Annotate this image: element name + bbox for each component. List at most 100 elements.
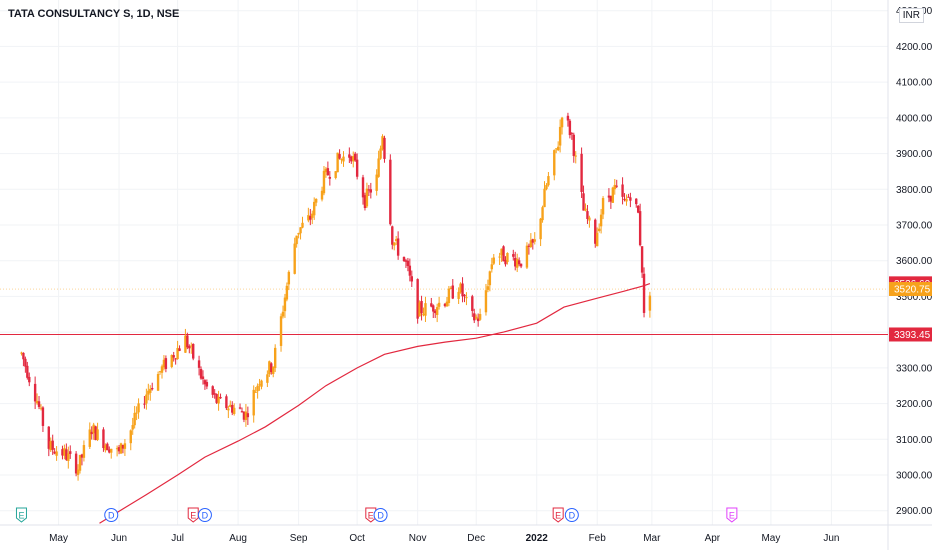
candle-body xyxy=(408,265,412,276)
candle-body xyxy=(190,345,193,347)
candle-body xyxy=(147,390,150,395)
candle-body xyxy=(625,198,628,202)
candle-body xyxy=(638,211,642,246)
candle-body xyxy=(627,196,630,198)
candle-body xyxy=(78,454,82,471)
candle-body xyxy=(283,297,287,312)
candle-body xyxy=(391,226,394,245)
candle-body xyxy=(51,440,54,450)
candle-body xyxy=(314,198,318,203)
candle-body xyxy=(531,239,534,243)
candle-body xyxy=(597,228,601,231)
candle-body xyxy=(476,318,480,322)
candle-body xyxy=(131,425,134,430)
x-tick-label: Aug xyxy=(229,533,247,544)
candle-body xyxy=(478,314,482,320)
candle-body xyxy=(110,448,113,453)
candle-body xyxy=(231,404,234,413)
candle-body xyxy=(197,360,201,368)
earnings-marker xyxy=(552,507,564,523)
price-label: 3393.45 xyxy=(894,330,931,341)
candle-body xyxy=(375,174,378,191)
event-label: D xyxy=(377,511,384,521)
x-tick-label: May xyxy=(49,533,68,544)
candle-body xyxy=(37,401,41,407)
candle-body xyxy=(69,451,72,454)
candle-body xyxy=(560,117,564,128)
dividend-marker xyxy=(373,508,388,522)
candle-body xyxy=(393,242,396,246)
candle-body xyxy=(367,189,371,191)
price-label: 3520.75 xyxy=(894,285,931,296)
event-label: E xyxy=(368,511,374,521)
candle-body xyxy=(76,469,80,475)
y-tick-label: 4200.00 xyxy=(896,42,932,53)
candle-body xyxy=(422,313,425,316)
candle-body xyxy=(211,386,214,395)
candle-body xyxy=(26,365,29,378)
candle-body xyxy=(266,374,269,383)
candle-body xyxy=(244,411,248,421)
currency-button[interactable]: INR xyxy=(898,8,924,23)
candle-body xyxy=(449,287,453,289)
candle-body xyxy=(238,407,242,409)
y-tick-label: 3800.00 xyxy=(896,185,932,196)
candle-body xyxy=(188,346,191,349)
candle-body xyxy=(601,198,605,215)
candle-body xyxy=(488,271,492,286)
candle-body xyxy=(640,246,644,273)
candle-body xyxy=(377,158,380,177)
candle-body xyxy=(525,245,529,268)
candle-body xyxy=(232,407,236,414)
candle-body xyxy=(361,177,365,198)
candle-body xyxy=(287,271,291,285)
candle-body xyxy=(410,276,413,282)
candle-body xyxy=(473,313,476,321)
candle-body xyxy=(322,170,326,194)
candle-body xyxy=(94,426,97,441)
candle-body xyxy=(381,136,384,150)
x-tick-label: Sep xyxy=(290,533,308,544)
candle-body xyxy=(490,264,494,270)
candle-body xyxy=(145,394,148,404)
candle-body xyxy=(151,388,154,390)
candle-body xyxy=(457,291,460,299)
candle-body xyxy=(258,384,261,386)
candle-body xyxy=(572,134,575,156)
chart-title: TATA CONSULTANCY S, 1D, NSE xyxy=(8,8,180,20)
candle-body xyxy=(313,201,316,216)
candle-body xyxy=(320,190,324,200)
candle-body xyxy=(434,310,437,314)
candle-body xyxy=(379,148,382,159)
dividend-marker xyxy=(564,508,579,522)
candle-body xyxy=(242,411,246,420)
candle-body xyxy=(82,445,86,458)
candle-body xyxy=(326,168,330,176)
candle-body xyxy=(178,348,181,351)
candle-body xyxy=(435,307,439,315)
candle-body xyxy=(121,444,125,449)
candle-body xyxy=(338,154,341,159)
candle-body xyxy=(246,413,250,418)
earnings-marker xyxy=(365,507,377,523)
candle-body xyxy=(156,374,160,391)
candle-body xyxy=(115,448,119,450)
candle-body xyxy=(215,394,218,403)
candle-body xyxy=(500,248,503,256)
candle-body xyxy=(240,411,244,413)
candle-body xyxy=(256,385,259,392)
price-label-bg xyxy=(889,282,932,297)
candle-body xyxy=(502,246,505,262)
candle-body xyxy=(328,176,332,179)
candle-body xyxy=(404,260,408,262)
candle-body xyxy=(176,347,179,360)
candle-body xyxy=(61,449,64,456)
candle-body xyxy=(396,238,400,256)
candle-body xyxy=(553,150,556,176)
candle-body xyxy=(588,217,591,221)
candle-body xyxy=(447,288,451,304)
candle-body xyxy=(642,273,646,313)
event-label: E xyxy=(555,511,561,521)
candle-body xyxy=(293,243,296,274)
x-tick-label: Nov xyxy=(409,533,427,544)
